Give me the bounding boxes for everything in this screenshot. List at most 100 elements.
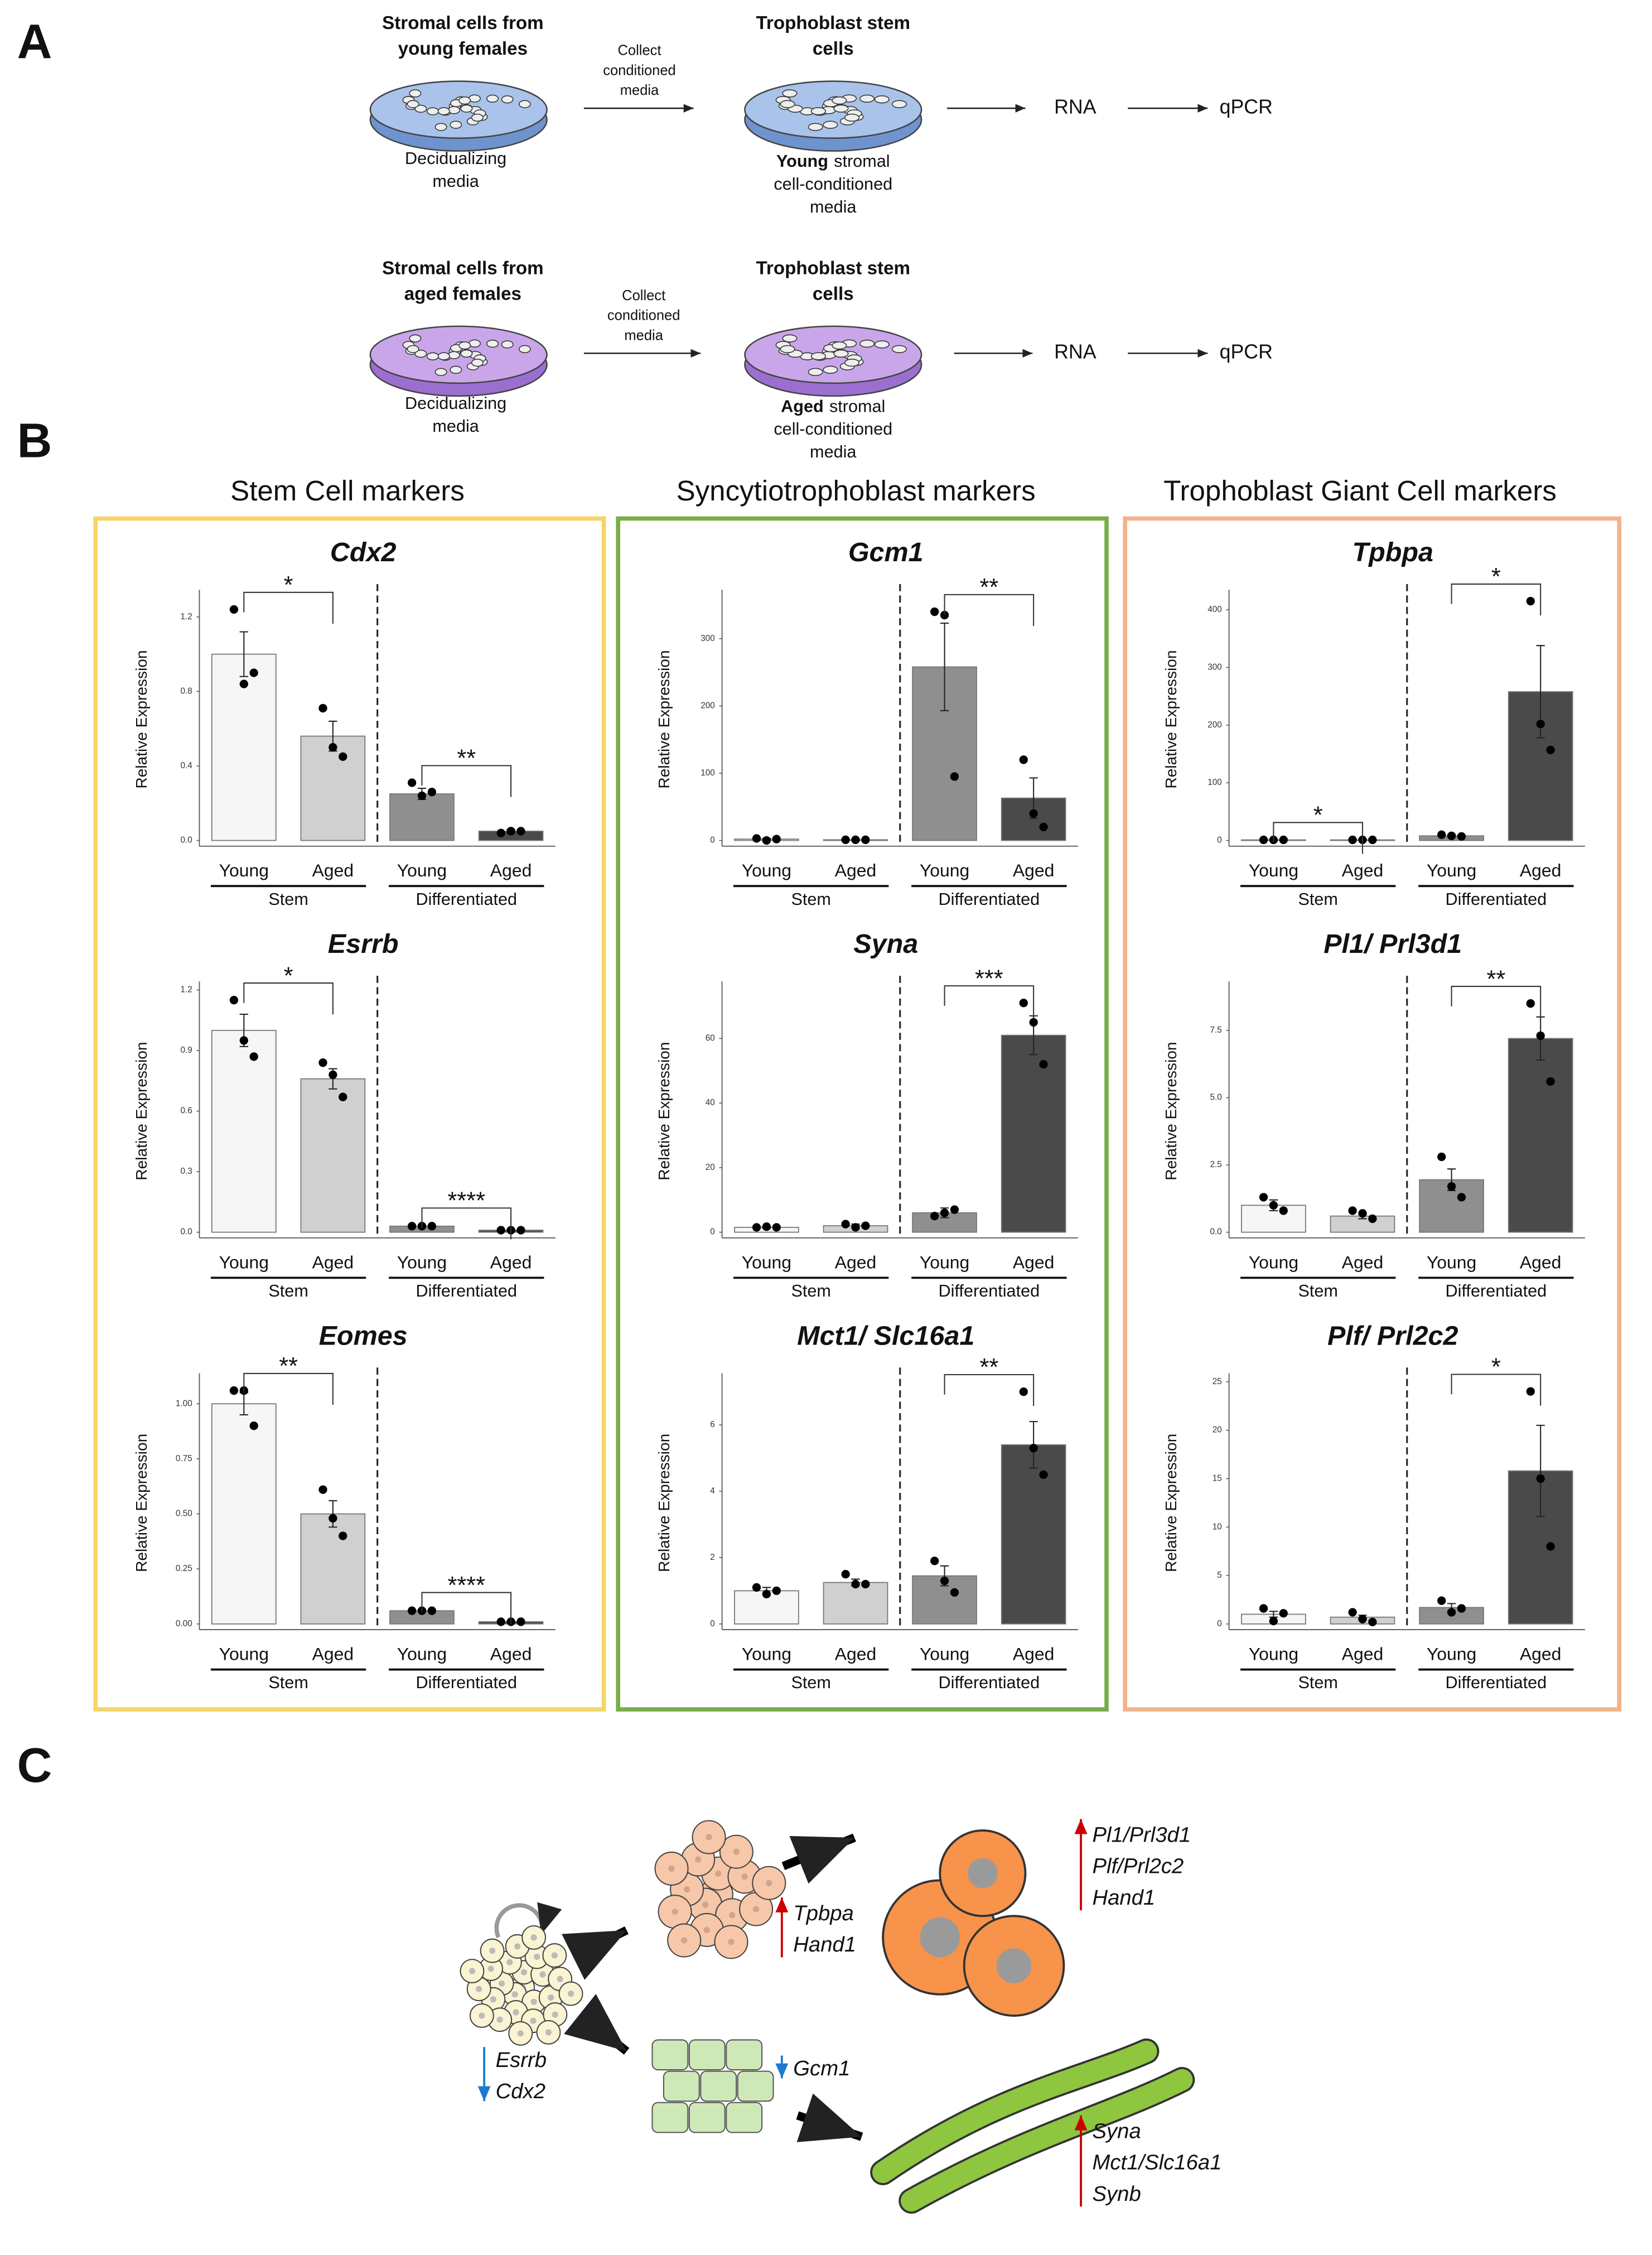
data-point bbox=[1437, 830, 1446, 839]
cell bbox=[844, 358, 860, 367]
nucleus bbox=[548, 1994, 554, 2001]
group-label: Stem bbox=[1298, 890, 1337, 909]
chart-title: Plf/ Prl2c2 bbox=[1327, 1321, 1458, 1351]
nucleus bbox=[920, 1917, 960, 1958]
cell bbox=[460, 104, 473, 113]
nucleus bbox=[766, 1880, 772, 1886]
nucleus bbox=[514, 1943, 521, 1950]
label: Mct1/Slc16a1 bbox=[1092, 2151, 1221, 2175]
x-tick-label: Young bbox=[219, 860, 269, 880]
label: Collect bbox=[622, 288, 665, 303]
data-point bbox=[1457, 832, 1466, 841]
data-point bbox=[1526, 999, 1535, 1008]
data-point bbox=[239, 1036, 248, 1045]
label: Hand1 bbox=[793, 1933, 856, 1957]
data-point bbox=[1259, 1193, 1268, 1202]
label: Synb bbox=[1092, 2182, 1141, 2206]
panel-label: C bbox=[17, 1738, 52, 1793]
label: conditioned bbox=[607, 308, 680, 324]
data-point bbox=[1536, 720, 1545, 729]
cell bbox=[833, 349, 849, 358]
label: young females bbox=[398, 38, 528, 59]
x-tick-label: Young bbox=[920, 860, 969, 880]
column-title: Trophoblast Giant Cell markers bbox=[1163, 475, 1557, 507]
nucleus bbox=[668, 1865, 675, 1872]
cell bbox=[808, 368, 823, 376]
nucleus bbox=[706, 1834, 712, 1840]
y-axis-label: Relative Expression bbox=[1162, 1434, 1180, 1572]
y-axis-label: Relative Expression bbox=[655, 1434, 673, 1572]
group-label: Stem bbox=[268, 1281, 308, 1300]
y-tick-label: 300 bbox=[701, 634, 715, 643]
significance-label: **** bbox=[447, 1572, 485, 1599]
data-point bbox=[339, 1531, 347, 1540]
nucleus bbox=[530, 1998, 537, 2005]
nucleus bbox=[499, 1980, 505, 1987]
y-tick-label: 200 bbox=[1207, 720, 1222, 730]
label: cells bbox=[813, 38, 854, 59]
x-tick-label: Aged bbox=[835, 1644, 877, 1664]
group-label: Differentiated bbox=[416, 1673, 517, 1692]
chart-title: Mct1/ Slc16a1 bbox=[797, 1321, 974, 1351]
group-label: Differentiated bbox=[1446, 1281, 1547, 1300]
nucleus bbox=[551, 1952, 558, 1959]
label: stromal bbox=[834, 152, 890, 171]
x-tick-label: Young bbox=[920, 1252, 969, 1272]
data-point bbox=[1447, 831, 1456, 840]
x-tick-label: Young bbox=[1427, 1252, 1476, 1272]
nucleus bbox=[539, 1971, 546, 1978]
nucleus bbox=[681, 1937, 688, 1944]
column-title: Stem Cell markers bbox=[230, 475, 465, 507]
cell bbox=[471, 358, 484, 367]
data-point bbox=[1029, 1018, 1038, 1027]
data-point bbox=[1348, 1608, 1357, 1617]
cell bbox=[782, 89, 798, 98]
data-point bbox=[1279, 1609, 1288, 1618]
cell bbox=[434, 368, 447, 376]
cell bbox=[501, 95, 514, 104]
label: Stromal cells from bbox=[382, 13, 544, 33]
y-tick-label: 4 bbox=[710, 1486, 715, 1496]
label: aged females bbox=[404, 283, 521, 304]
y-tick-label: 2.5 bbox=[1210, 1160, 1222, 1169]
x-tick-label: Young bbox=[1249, 860, 1298, 880]
cell bbox=[450, 121, 462, 129]
y-tick-label: 1.2 bbox=[180, 612, 192, 621]
y-tick-label: 5.0 bbox=[1210, 1093, 1222, 1102]
column-title: Syncytiotrophoblast markers bbox=[677, 475, 1036, 507]
nucleus bbox=[567, 1990, 574, 1997]
y-tick-label: 0 bbox=[710, 1619, 715, 1628]
cell bbox=[450, 365, 462, 374]
data-point bbox=[1546, 1077, 1555, 1086]
label: media bbox=[432, 417, 479, 436]
label: Syna bbox=[1092, 2119, 1141, 2143]
x-tick-label: Aged bbox=[835, 860, 877, 880]
data-point bbox=[1279, 835, 1288, 845]
label: media bbox=[620, 83, 659, 98]
data-point bbox=[1279, 1206, 1288, 1215]
data-point bbox=[417, 791, 427, 801]
data-point bbox=[762, 1589, 771, 1598]
data-point bbox=[841, 1569, 850, 1579]
label: cell-conditioned bbox=[774, 175, 892, 194]
y-axis-label: Relative Expression bbox=[133, 1434, 150, 1572]
data-point bbox=[851, 1223, 860, 1232]
nucleus bbox=[513, 2009, 519, 2016]
cell bbox=[448, 351, 460, 359]
data-point bbox=[329, 1070, 337, 1080]
data-point bbox=[1348, 1206, 1357, 1215]
data-point bbox=[772, 1586, 781, 1596]
x-tick-label: Aged bbox=[1342, 860, 1384, 880]
data-point bbox=[427, 788, 437, 797]
nucleus bbox=[534, 1953, 540, 1960]
chart-title: Eomes bbox=[319, 1321, 408, 1351]
data-point bbox=[1447, 1608, 1456, 1617]
x-tick-label: Young bbox=[1427, 860, 1476, 880]
data-point bbox=[1447, 1182, 1456, 1191]
data-point bbox=[249, 668, 258, 677]
cell bbox=[437, 107, 450, 115]
nucleus bbox=[496, 2016, 503, 2023]
bar bbox=[389, 793, 455, 841]
data-point bbox=[516, 1617, 525, 1626]
